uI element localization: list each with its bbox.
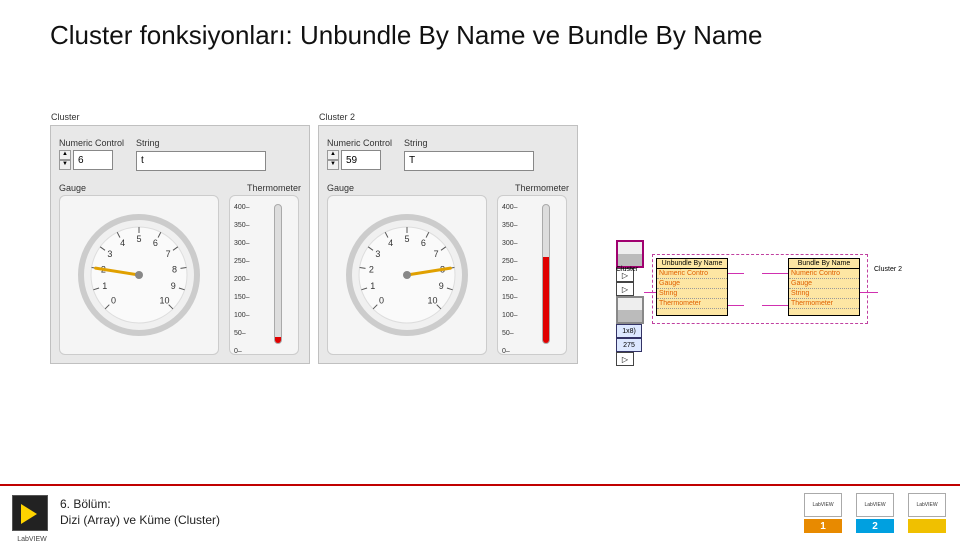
book-1: LabVIEW 1 [802, 493, 844, 533]
unbundle-row: Numeric Contro [657, 269, 727, 279]
numeric-input-2[interactable] [341, 150, 381, 170]
numeric-down-icon[interactable]: ▼ [327, 160, 339, 170]
gauge-1-svg: 012345678910 [69, 205, 209, 345]
svg-text:10: 10 [427, 295, 437, 305]
multiply-node-3[interactable]: ▷ [616, 352, 634, 366]
bundle-row: Thermometer [789, 299, 859, 309]
thermo-label: Thermometer [229, 183, 301, 193]
svg-text:1: 1 [102, 281, 107, 291]
numeric-down-icon[interactable]: ▼ [59, 160, 71, 170]
cluster-out-terminal[interactable] [616, 296, 644, 324]
svg-text:10: 10 [159, 295, 169, 305]
footer-books: LabVIEW 1 LabVIEW 2 LabVIEW [802, 493, 948, 533]
svg-text:6: 6 [421, 237, 426, 247]
svg-text:3: 3 [375, 248, 380, 258]
gauge-label-2: Gauge [327, 183, 491, 193]
multiply-node-2[interactable]: ▷ [616, 282, 634, 296]
bundle-row: String [789, 289, 859, 299]
content-area: Cluster Numeric Control ▲ ▼ String Gauge [50, 125, 916, 364]
thermometer-2[interactable]: 400–350–300–250–200–150–100–50–0– [497, 195, 567, 355]
svg-text:2: 2 [369, 264, 374, 274]
bundle-row: Numeric Contro [789, 269, 859, 279]
gauge-label: Gauge [59, 183, 223, 193]
string-input[interactable] [136, 151, 266, 171]
book-number: 1 [804, 519, 842, 533]
cluster-out-label: Cluster 2 [874, 266, 902, 273]
svg-text:6: 6 [153, 237, 158, 247]
numeric-label-2: Numeric Control [327, 138, 392, 148]
footer-line-1: 6. Bölüm: [60, 497, 220, 513]
string-label: String [136, 138, 301, 148]
book-cover: LabVIEW [908, 493, 946, 517]
unbundle-header: Unbundle By Name [657, 259, 727, 269]
svg-text:4: 4 [120, 237, 125, 247]
thermometer-1[interactable]: 400–350–300–250–200–150–100–50–0– [229, 195, 299, 355]
book-number [908, 519, 946, 533]
svg-text:0: 0 [379, 295, 384, 305]
constant-2[interactable]: 275 [616, 338, 642, 352]
gauge-2[interactable]: 012345678910 [327, 195, 487, 355]
cluster-2-panel: Cluster 2 Numeric Control ▲ ▼ String Gau… [318, 125, 578, 364]
numeric-control-2[interactable]: ▲ ▼ [327, 150, 392, 170]
cluster-1-label: Cluster [51, 112, 80, 122]
unbundle-by-name-node[interactable]: Unbundle By Name Numeric Contro Gauge St… [656, 258, 728, 316]
book-number: 2 [856, 519, 894, 533]
numeric-up-icon[interactable]: ▲ [327, 150, 339, 160]
svg-text:8: 8 [172, 264, 177, 274]
cluster-1-panel: Cluster Numeric Control ▲ ▼ String Gauge [50, 125, 310, 364]
bundle-row: Gauge [789, 279, 859, 289]
unbundle-row: String [657, 289, 727, 299]
cluster-in-label: Cluster [616, 266, 638, 273]
svg-text:9: 9 [439, 281, 444, 291]
book-2: LabVIEW 2 [854, 493, 896, 533]
numeric-control[interactable]: ▲ ▼ [59, 150, 124, 170]
block-diagram: Cluster Unbundle By Name Numeric Contro … [616, 240, 916, 350]
book-3: LabVIEW [906, 493, 948, 533]
svg-text:5: 5 [404, 234, 409, 244]
string-label-2: String [404, 138, 569, 148]
numeric-input[interactable] [73, 150, 113, 170]
cluster-2-label: Cluster 2 [319, 112, 355, 122]
constant-1[interactable]: 1x8) [616, 324, 642, 338]
bundle-header: Bundle By Name [789, 259, 859, 269]
numeric-up-icon[interactable]: ▲ [59, 150, 71, 160]
slide-title: Cluster fonksiyonları: Unbundle By Name … [50, 20, 762, 51]
book-cover: LabVIEW [856, 493, 894, 517]
unbundle-row: Gauge [657, 279, 727, 289]
slide-footer: LabVIEW 6. Bölüm: Dizi (Array) ve Küme (… [0, 484, 960, 540]
svg-text:9: 9 [171, 281, 176, 291]
string-input-2[interactable] [404, 151, 534, 171]
book-cover: LabVIEW [804, 493, 842, 517]
svg-text:3: 3 [107, 248, 112, 258]
cluster-in-terminal[interactable] [616, 240, 644, 268]
footer-line-2: Dizi (Array) ve Küme (Cluster) [60, 513, 220, 529]
labview-logo-icon [12, 495, 48, 531]
numeric-label: Numeric Control [59, 138, 124, 148]
gauge-1[interactable]: 012345678910 [59, 195, 219, 355]
svg-text:1: 1 [370, 281, 375, 291]
thermo-label-2: Thermometer [497, 183, 569, 193]
svg-text:5: 5 [136, 234, 141, 244]
svg-text:4: 4 [388, 237, 393, 247]
svg-text:0: 0 [111, 295, 116, 305]
bundle-by-name-node[interactable]: Bundle By Name Numeric Contro Gauge Stri… [788, 258, 860, 316]
unbundle-row: Thermometer [657, 299, 727, 309]
svg-text:7: 7 [434, 248, 439, 258]
gauge-2-svg: 012345678910 [337, 205, 477, 345]
svg-text:7: 7 [166, 248, 171, 258]
footer-text: 6. Bölüm: Dizi (Array) ve Küme (Cluster) [60, 497, 220, 528]
